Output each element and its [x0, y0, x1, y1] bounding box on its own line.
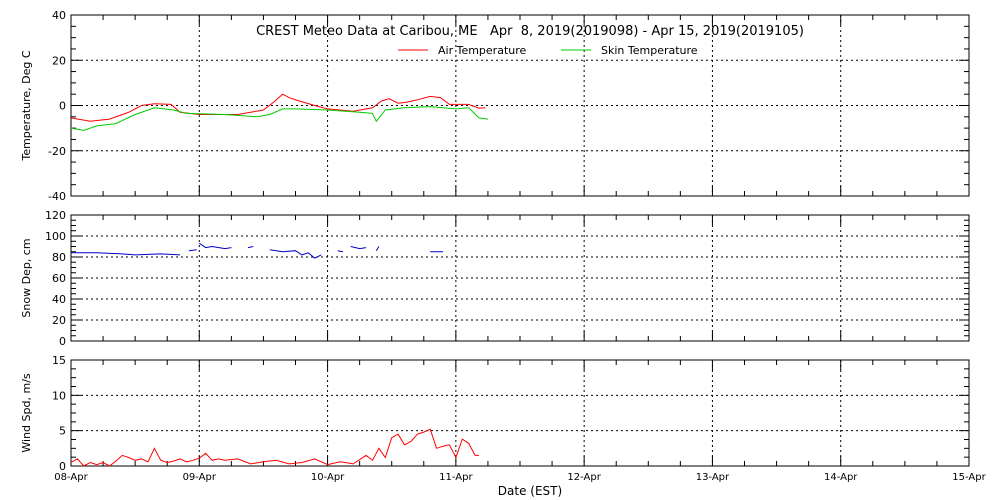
y-axis-label: Wind Spd, m/s [20, 373, 33, 453]
plot-frame [70, 214, 970, 342]
x-tick-label: 11-Apr [439, 472, 473, 483]
x-tick-label: 08-Apr [54, 472, 88, 483]
series-line-snow-depth [71, 242, 443, 259]
x-tick-label: 10-Apr [311, 472, 345, 483]
series-line-air-temperature [70, 93, 486, 122]
y-tick-label: 20 [52, 54, 66, 67]
legend-skin-label: Skin Temperature [601, 44, 698, 57]
y-tick-label: 0 [59, 100, 66, 113]
y-axis-label: Temperature, Deg C [20, 50, 33, 161]
y-tick-label: -40 [48, 190, 66, 203]
y-tick-label: 20 [52, 314, 66, 327]
x-axis-label: Date (EST) [498, 484, 562, 498]
x-tick-label: 14-Apr [824, 472, 858, 483]
y-tick-label: 40 [52, 293, 66, 306]
y-axis-label: Snow Dep, cm [20, 238, 33, 317]
y-tick-label: 15 [52, 354, 66, 367]
chart-title: CREST Meteo Data at Caribou, ME Apr 8, 2… [256, 24, 804, 39]
y-tick-label: 100 [45, 230, 66, 243]
y-tick-label: 40 [52, 9, 66, 22]
y-tick-label: 10 [52, 389, 66, 402]
plot-frame [70, 14, 970, 197]
plot-frame [70, 359, 970, 467]
legend-air-label: Air Temperature [438, 44, 527, 57]
x-tick-label: 12-Apr [567, 472, 601, 483]
y-tick-label: 120 [45, 209, 66, 222]
y-tick-label: 60 [52, 272, 66, 285]
y-tick-label: 0 [59, 335, 66, 348]
series-line-skin-temperature [70, 106, 488, 131]
y-tick-label: 0 [59, 460, 66, 473]
x-tick-label: 09-Apr [183, 472, 217, 483]
y-tick-label: -20 [48, 145, 66, 158]
x-tick-label: 15-Apr [952, 472, 986, 483]
x-tick-label: 13-Apr [696, 472, 730, 483]
y-tick-label: 80 [52, 251, 66, 264]
y-tick-label: 5 [59, 425, 66, 438]
series-line-wind-speed [70, 428, 479, 467]
